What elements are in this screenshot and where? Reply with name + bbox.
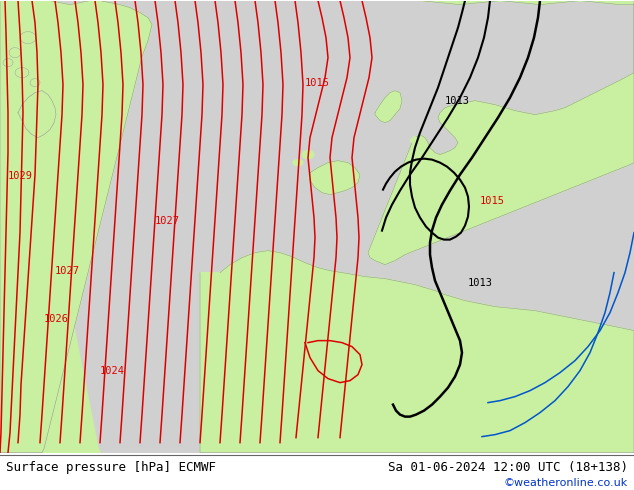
- Polygon shape: [15, 68, 29, 77]
- Polygon shape: [293, 160, 303, 166]
- Polygon shape: [3, 59, 13, 67]
- Polygon shape: [200, 250, 634, 453]
- Polygon shape: [309, 173, 321, 182]
- Polygon shape: [18, 91, 56, 138]
- Polygon shape: [302, 150, 314, 159]
- Polygon shape: [20, 32, 36, 44]
- Polygon shape: [0, 0, 100, 453]
- Polygon shape: [200, 429, 634, 453]
- Polygon shape: [310, 161, 360, 195]
- Text: Surface pressure [hPa] ECMWF: Surface pressure [hPa] ECMWF: [6, 462, 216, 474]
- Text: 1015: 1015: [480, 196, 505, 206]
- Text: 1029: 1029: [8, 171, 33, 181]
- Polygon shape: [0, 0, 152, 453]
- Polygon shape: [368, 0, 634, 265]
- Text: 1013: 1013: [445, 96, 470, 106]
- Polygon shape: [410, 137, 418, 143]
- Text: 1024: 1024: [100, 366, 125, 376]
- Polygon shape: [30, 78, 40, 87]
- Text: 1027: 1027: [155, 216, 180, 225]
- Text: ©weatheronline.co.uk: ©weatheronline.co.uk: [503, 478, 628, 489]
- Text: 1026: 1026: [44, 314, 69, 323]
- Text: Sa 01-06-2024 12:00 UTC (18+138): Sa 01-06-2024 12:00 UTC (18+138): [387, 462, 628, 474]
- Text: 1027: 1027: [55, 266, 80, 275]
- Text: 1013: 1013: [468, 278, 493, 288]
- Polygon shape: [9, 48, 21, 58]
- Text: 1015: 1015: [305, 77, 330, 88]
- Polygon shape: [375, 91, 402, 122]
